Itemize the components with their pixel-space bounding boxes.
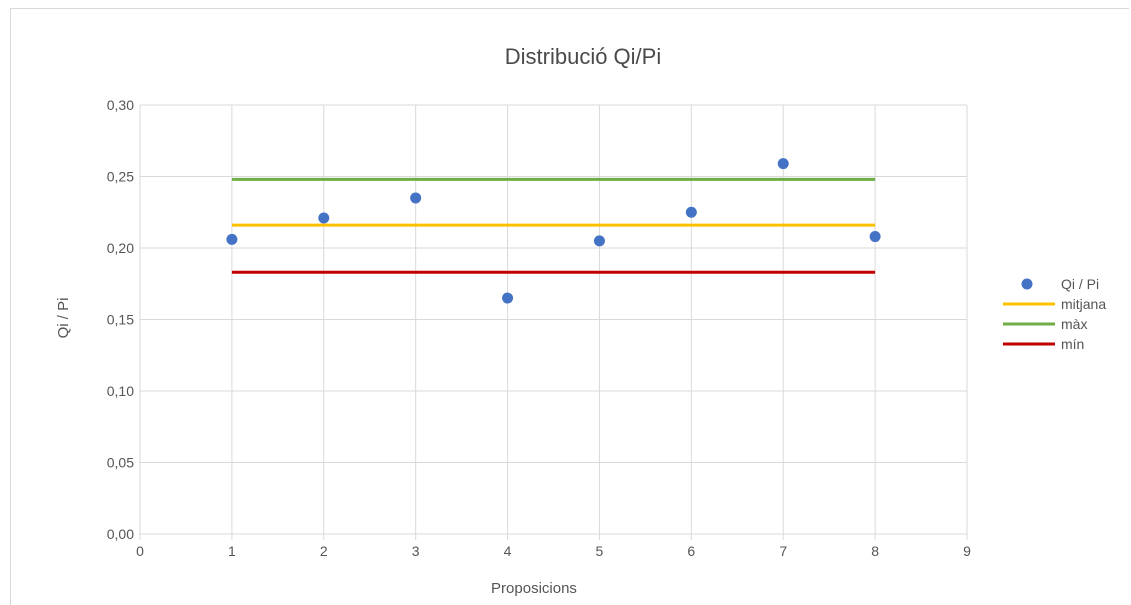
- plot-series: [226, 158, 881, 304]
- data-point: [685, 206, 697, 218]
- data-point: [318, 212, 330, 224]
- x-tick-label: 7: [779, 543, 787, 559]
- legend-label: mitjana: [1061, 296, 1106, 312]
- x-tick-label: 2: [320, 543, 328, 559]
- x-tick-label: 3: [412, 543, 420, 559]
- y-tick-label: 0,20: [107, 240, 134, 256]
- x-tick-label: 4: [504, 543, 512, 559]
- data-point: [777, 158, 789, 170]
- legend-label: màx: [1061, 316, 1087, 332]
- y-tick-label: 0,10: [107, 383, 134, 399]
- chart-title: Distribució Qi/Pi: [505, 44, 661, 69]
- legend: Qi / Pi mitjana màx mín: [1003, 276, 1106, 352]
- x-tick-label: 6: [687, 543, 695, 559]
- tick-labels: 0,00 0,05 0,10 0,15 0,20 0,25 0,30 0 1 2 3 4 5 6 7 8 9: [107, 97, 971, 559]
- data-point: [869, 231, 881, 243]
- x-tick-label: 5: [596, 543, 604, 559]
- x-axis-label: Proposicions: [491, 580, 577, 597]
- x-tick-label: 0: [136, 543, 144, 559]
- legend-label: mín: [1061, 336, 1084, 352]
- y-tick-label: 0,25: [107, 169, 134, 185]
- grid: [139, 104, 968, 540]
- y-tick-label: 0,30: [107, 97, 134, 113]
- data-point: [410, 192, 422, 204]
- data-point: [226, 233, 238, 245]
- y-axis-label: Qi / Pi: [55, 298, 72, 339]
- data-point: [502, 292, 514, 304]
- x-tick-label: 8: [871, 543, 879, 559]
- legend-marker: [1021, 278, 1033, 290]
- y-tick-label: 0,05: [107, 455, 134, 471]
- x-tick-label: 1: [228, 543, 236, 559]
- y-tick-label: 0,00: [107, 526, 134, 542]
- chart-frame: [10, 8, 1129, 605]
- x-tick-label: 9: [963, 543, 971, 559]
- legend-label: Qi / Pi: [1061, 276, 1099, 292]
- data-point: [593, 235, 605, 247]
- y-tick-label: 0,15: [107, 312, 134, 328]
